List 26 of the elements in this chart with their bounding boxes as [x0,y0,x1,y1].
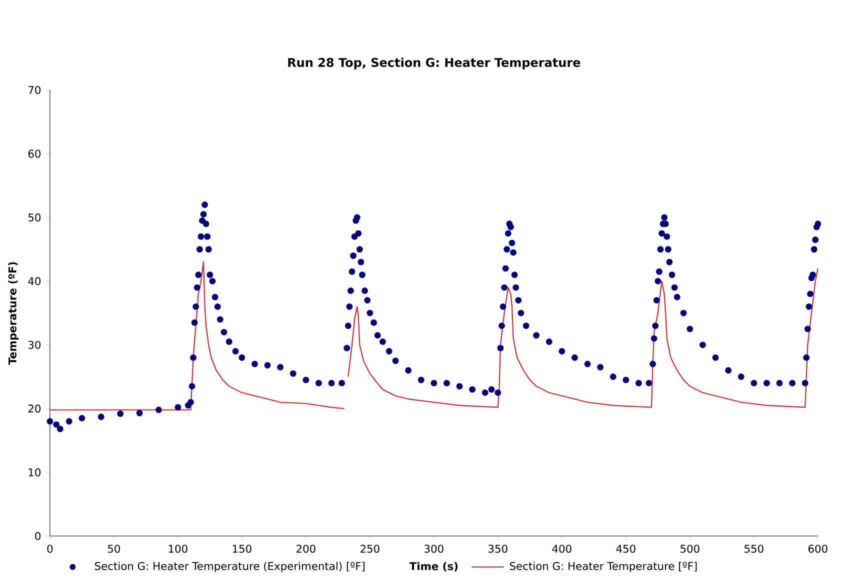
x-tick-label: 0 [47,544,53,553]
x-tick-label: 600 [808,544,828,553]
x-tick-label: 150 [232,544,252,553]
x-tick-label: 500 [680,544,700,553]
x-tick-label: 400 [552,544,572,553]
chart-title: Run 28 Top, Section G: Heater Temperature [288,58,580,70]
x-axis-title: Time (s) [409,562,458,572]
y-tick-label: 70 [28,86,41,94]
y-tick-label: 60 [28,150,41,158]
y-tick-label: 50 [28,213,41,222]
x-tick-label: 450 [616,544,636,553]
legend-label: Section G: Heater Temperature (Experimental) [ºF] [94,562,365,572]
x-tick-label: 50 [108,544,120,553]
x-tick-label: 300 [424,544,444,553]
y-tick-label: 40 [28,277,41,286]
x-tick-label: 250 [360,544,380,553]
x-tick-label: 200 [296,544,316,553]
y-tick-label: 20 [28,404,41,413]
x-tick-label: 350 [488,544,508,553]
x-tick-label: 550 [744,544,764,553]
y-tick-label: 10 [28,468,41,476]
y-axis-title: Temperature (ºF) [8,262,18,365]
legend-label: Section G: Heater Temperature [ºF] [510,562,697,572]
y-tick-label: 30 [28,340,41,349]
y-tick-label: 0 [35,532,41,540]
x-tick-label: 100 [168,544,188,553]
